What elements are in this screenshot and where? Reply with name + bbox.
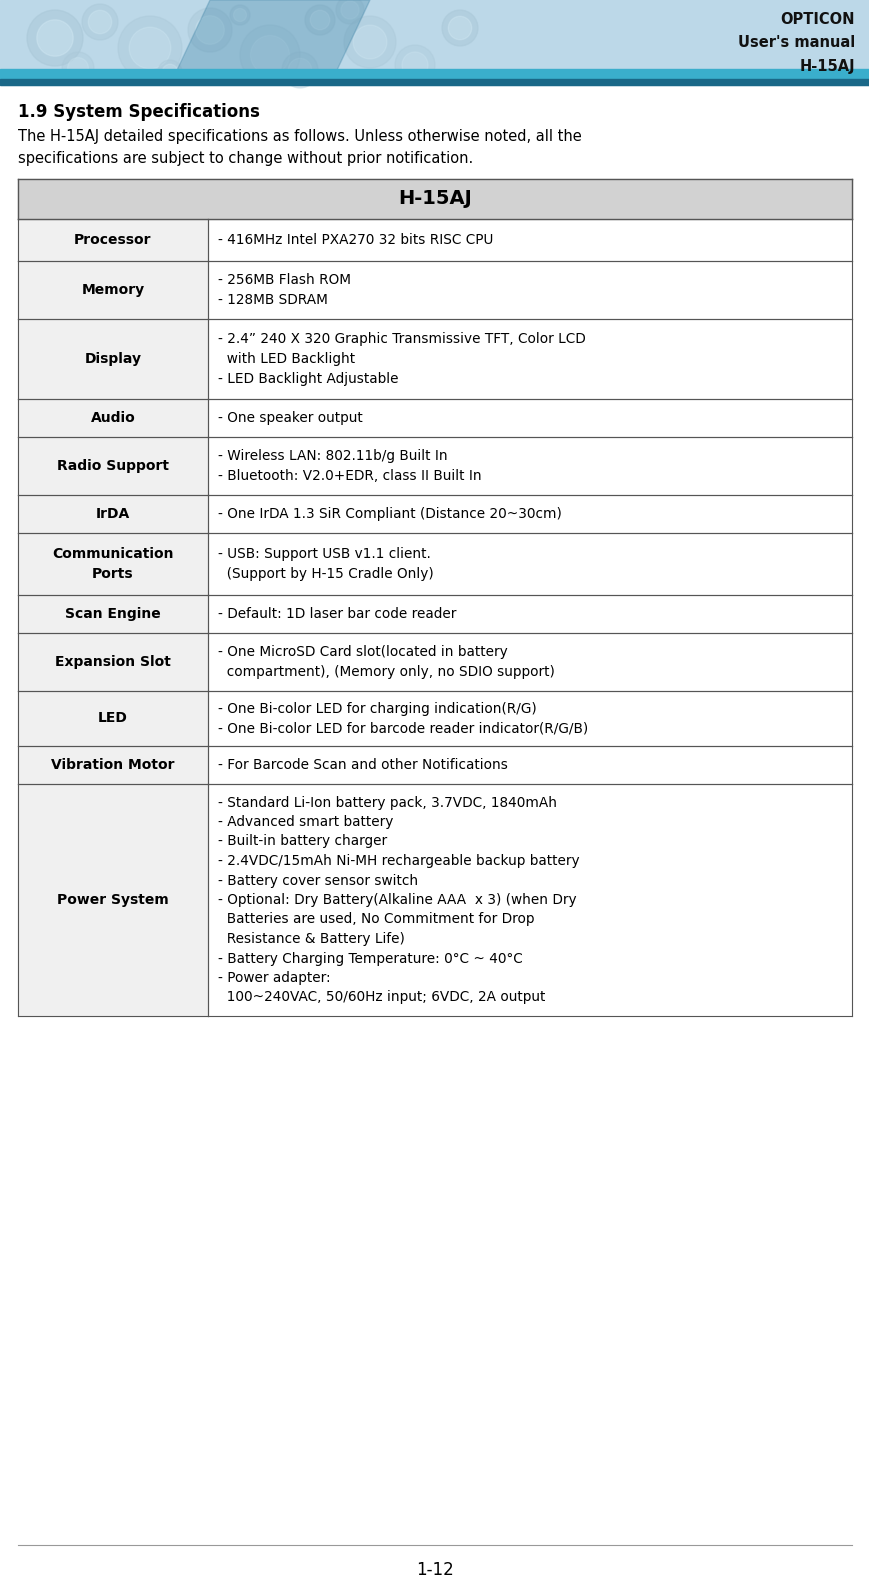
- Circle shape: [158, 60, 182, 84]
- Bar: [18, 747, 208, 783]
- Circle shape: [341, 2, 359, 19]
- Text: Display: Display: [84, 352, 142, 366]
- Bar: [18, 495, 208, 533]
- Circle shape: [27, 10, 83, 65]
- Text: The H-15AJ detailed specifications as follows. Unless otherwise noted, all the: The H-15AJ detailed specifications as fo…: [18, 129, 581, 143]
- Text: IrDA: IrDA: [96, 506, 130, 521]
- Text: - One speaker output: - One speaker output: [218, 411, 362, 425]
- Text: H-15AJ: H-15AJ: [398, 189, 471, 209]
- Text: LED: LED: [98, 712, 128, 726]
- Text: Audio: Audio: [90, 411, 136, 425]
- Circle shape: [448, 16, 471, 40]
- Bar: [208, 261, 851, 318]
- Circle shape: [229, 5, 249, 25]
- Text: Communication
Ports: Communication Ports: [52, 548, 174, 581]
- Bar: [18, 436, 208, 495]
- Bar: [208, 595, 851, 634]
- Circle shape: [196, 16, 224, 45]
- Circle shape: [162, 64, 177, 80]
- Text: 1-12: 1-12: [415, 1562, 454, 1579]
- Circle shape: [353, 25, 387, 59]
- Bar: [208, 634, 851, 691]
- Circle shape: [62, 53, 94, 84]
- Bar: [18, 691, 208, 747]
- Text: Expansion Slot: Expansion Slot: [55, 654, 170, 669]
- Circle shape: [310, 10, 329, 30]
- Text: - Default: 1D laser bar code reader: - Default: 1D laser bar code reader: [218, 607, 456, 621]
- Text: - One Bi-color LED for charging indication(R/G)
- One Bi-color LED for barcode r: - One Bi-color LED for charging indicati…: [218, 702, 587, 736]
- Bar: [208, 783, 851, 1016]
- Text: - 2.4” 240 X 320 Graphic Transmissive TFT, Color LCD
  with LED Backlight
- LED : - 2.4” 240 X 320 Graphic Transmissive TF…: [218, 333, 585, 385]
- Text: Memory: Memory: [82, 283, 144, 298]
- Bar: [18, 533, 208, 595]
- Bar: [208, 436, 851, 495]
- Circle shape: [335, 0, 363, 24]
- Text: - USB: Support USB v1.1 client.
  (Support by H-15 Cradle Only): - USB: Support USB v1.1 client. (Support…: [218, 548, 434, 581]
- Bar: [18, 634, 208, 691]
- Circle shape: [82, 5, 118, 40]
- Bar: [208, 220, 851, 261]
- Circle shape: [240, 25, 300, 84]
- Circle shape: [401, 53, 428, 78]
- Circle shape: [68, 57, 89, 78]
- Bar: [0, 80, 869, 84]
- Bar: [18, 318, 208, 400]
- Bar: [18, 400, 208, 436]
- Bar: [208, 533, 851, 595]
- Bar: [18, 178, 851, 220]
- Bar: [18, 220, 208, 261]
- Text: - One IrDA 1.3 SiR Compliant (Distance 20~30cm): - One IrDA 1.3 SiR Compliant (Distance 2…: [218, 506, 561, 521]
- Text: Vibration Motor: Vibration Motor: [51, 758, 175, 772]
- Bar: [18, 783, 208, 1016]
- Bar: [208, 691, 851, 747]
- Circle shape: [250, 35, 289, 75]
- Circle shape: [441, 10, 477, 46]
- Bar: [0, 68, 869, 80]
- Bar: [208, 400, 851, 436]
- Bar: [208, 747, 851, 783]
- Circle shape: [343, 16, 395, 68]
- Bar: [208, 495, 851, 533]
- Circle shape: [395, 45, 434, 84]
- Text: - Standard Li-Ion battery pack, 3.7VDC, 1840mAh
- Advanced smart battery
- Built: - Standard Li-Ion battery pack, 3.7VDC, …: [218, 796, 579, 1005]
- Text: Power System: Power System: [57, 893, 169, 907]
- Circle shape: [233, 8, 246, 22]
- Circle shape: [188, 8, 232, 53]
- Text: Radio Support: Radio Support: [57, 458, 169, 473]
- Text: - For Barcode Scan and other Notifications: - For Barcode Scan and other Notificatio…: [218, 758, 507, 772]
- Text: Processor: Processor: [74, 232, 151, 247]
- Circle shape: [118, 16, 182, 80]
- Polygon shape: [169, 0, 369, 84]
- Text: 1.9 System Specifications: 1.9 System Specifications: [18, 103, 260, 121]
- Bar: [18, 261, 208, 318]
- Circle shape: [305, 5, 335, 35]
- Text: - 256MB Flash ROM
- 128MB SDRAM: - 256MB Flash ROM - 128MB SDRAM: [218, 274, 350, 307]
- Circle shape: [36, 19, 73, 56]
- Text: - Wireless LAN: 802.11b/g Built In
- Bluetooth: V2.0+EDR, class II Built In: - Wireless LAN: 802.11b/g Built In - Blu…: [218, 449, 481, 482]
- Bar: [208, 318, 851, 400]
- Circle shape: [288, 59, 311, 81]
- Text: - 416MHz Intel PXA270 32 bits RISC CPU: - 416MHz Intel PXA270 32 bits RISC CPU: [218, 232, 493, 247]
- Circle shape: [282, 53, 318, 88]
- Bar: [18, 595, 208, 634]
- Text: - One MicroSD Card slot(located in battery
  compartment), (Memory only, no SDIO: - One MicroSD Card slot(located in batte…: [218, 645, 554, 678]
- Circle shape: [88, 10, 111, 33]
- Text: specifications are subject to change without prior notification.: specifications are subject to change wit…: [18, 151, 473, 166]
- Bar: [0, 0, 869, 84]
- Circle shape: [129, 27, 170, 68]
- Text: OPTICON
User's manual
H-15AJ: OPTICON User's manual H-15AJ: [737, 13, 854, 73]
- Text: Scan Engine: Scan Engine: [65, 607, 161, 621]
